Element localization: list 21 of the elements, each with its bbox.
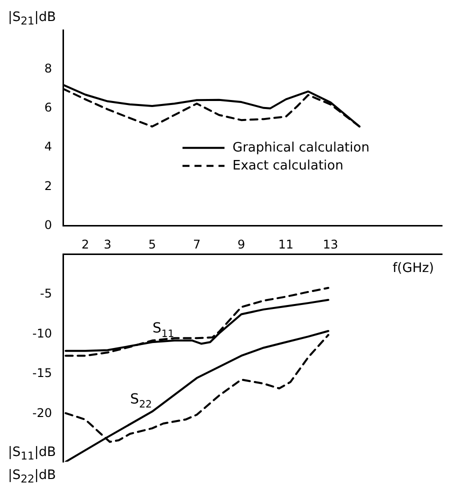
x-tick-label: 13 — [322, 237, 338, 252]
y-tick-label: -20 — [32, 406, 52, 420]
x-tick-label: 2 — [81, 237, 90, 252]
y-tick-label: -15 — [32, 366, 52, 380]
legend-label: Graphical calculation — [232, 140, 370, 156]
y-tick-label: 6 — [44, 100, 52, 114]
x-tick-label: 3 — [104, 237, 112, 252]
y-tick-label: -5 — [40, 286, 52, 300]
y-tick-label: 8 — [44, 61, 52, 76]
x-axis-title: f(GHz) — [392, 260, 434, 276]
x-tick-label: 11 — [278, 237, 294, 252]
x-tick-label: 9 — [238, 237, 246, 252]
y-axis-title: |S$_{21}$|dB — [8, 9, 56, 30]
y-tick-label: 4 — [44, 140, 52, 154]
x-tick-label: 5 — [148, 237, 156, 252]
y-tick-label: -10 — [32, 326, 52, 340]
y-tick-label: 2 — [44, 178, 52, 193]
x-tick-label: 7 — [192, 237, 201, 252]
legend-label: Exact calculation — [232, 158, 344, 174]
text: |S$_{11}$|dB |S$_{22}$|dB — [8, 444, 56, 486]
y-tick-label: 0 — [44, 218, 52, 232]
